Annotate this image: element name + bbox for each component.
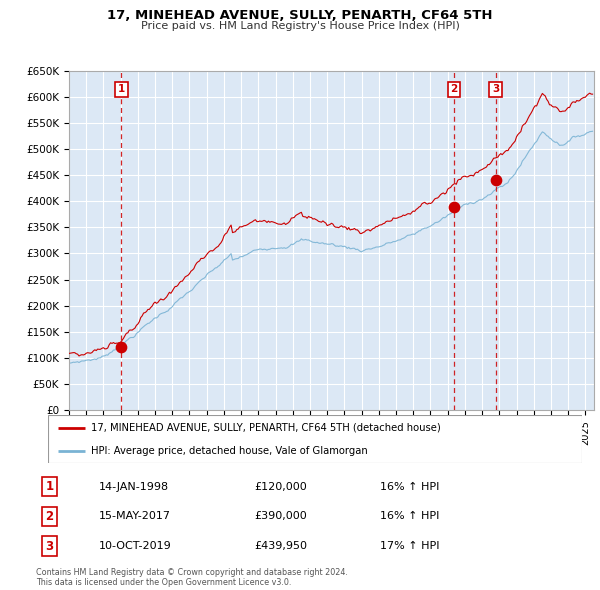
Text: 3: 3 bbox=[492, 84, 499, 94]
Text: 2: 2 bbox=[46, 510, 54, 523]
Text: 1: 1 bbox=[118, 84, 125, 94]
Text: 10-OCT-2019: 10-OCT-2019 bbox=[99, 541, 172, 551]
Text: £120,000: £120,000 bbox=[254, 481, 307, 491]
Text: £390,000: £390,000 bbox=[254, 512, 307, 522]
Text: 17, MINEHEAD AVENUE, SULLY, PENARTH, CF64 5TH (detached house): 17, MINEHEAD AVENUE, SULLY, PENARTH, CF6… bbox=[91, 423, 440, 433]
Text: £439,950: £439,950 bbox=[254, 541, 307, 551]
Point bbox=[116, 343, 126, 352]
Text: 14-JAN-1998: 14-JAN-1998 bbox=[99, 481, 169, 491]
Text: 17, MINEHEAD AVENUE, SULLY, PENARTH, CF64 5TH: 17, MINEHEAD AVENUE, SULLY, PENARTH, CF6… bbox=[107, 9, 493, 22]
Text: 17% ↑ HPI: 17% ↑ HPI bbox=[380, 541, 439, 551]
Text: Price paid vs. HM Land Registry's House Price Index (HPI): Price paid vs. HM Land Registry's House … bbox=[140, 21, 460, 31]
Text: Contains HM Land Registry data © Crown copyright and database right 2024.
This d: Contains HM Land Registry data © Crown c… bbox=[36, 568, 348, 587]
FancyBboxPatch shape bbox=[48, 415, 582, 463]
Text: 15-MAY-2017: 15-MAY-2017 bbox=[99, 512, 171, 522]
Text: 2: 2 bbox=[451, 84, 458, 94]
Point bbox=[491, 176, 500, 185]
Point bbox=[449, 202, 459, 211]
Text: HPI: Average price, detached house, Vale of Glamorgan: HPI: Average price, detached house, Vale… bbox=[91, 446, 367, 456]
Text: 3: 3 bbox=[46, 540, 54, 553]
Text: 1: 1 bbox=[46, 480, 54, 493]
Text: 16% ↑ HPI: 16% ↑ HPI bbox=[380, 512, 439, 522]
Text: 16% ↑ HPI: 16% ↑ HPI bbox=[380, 481, 439, 491]
